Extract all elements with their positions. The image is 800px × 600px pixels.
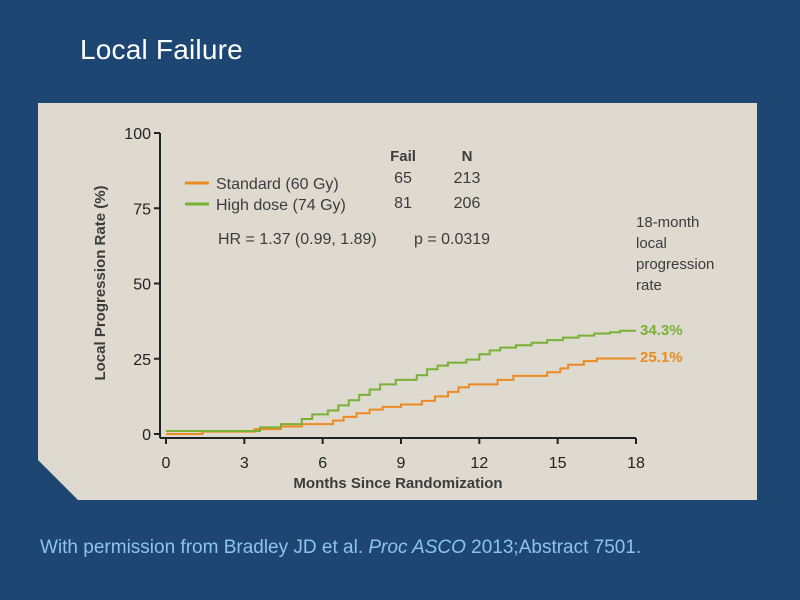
y-tick-label: 50 (133, 277, 151, 294)
x-axis-label: Months Since Randomization (293, 475, 502, 492)
axes: 0 3 6 9 12 15 18 0 25 50 75 100 (124, 126, 645, 472)
end-label-standard: 25.1% (640, 349, 683, 366)
legend-label-standard: Standard (60 Gy) (216, 176, 339, 193)
side-note: 18-month local progression rate (636, 214, 714, 294)
series-layer (166, 329, 636, 435)
side-note-line: rate (636, 277, 662, 294)
citation-journal: Proc ASCO (368, 537, 466, 558)
y-tick-label: 100 (124, 126, 151, 143)
table-fail-standard: 65 (394, 170, 412, 187)
table-header-fail: Fail (390, 148, 416, 165)
table-n-high-dose: 206 (454, 195, 481, 212)
table-fail-high-dose: 81 (394, 195, 412, 212)
slide-title: Local Failure (80, 34, 243, 65)
side-note-line: local (636, 235, 667, 252)
legend-label-high-dose: High dose (74 Gy) (216, 197, 346, 214)
hazard-ratio-text: HR = 1.37 (0.99, 1.89) (218, 231, 377, 248)
y-tick-label: 25 (133, 352, 151, 369)
x-tick-label: 15 (549, 455, 567, 472)
y-axis-label: Local Progression Rate (%) (92, 185, 109, 380)
side-note-line: progression (636, 256, 714, 273)
end-label-high-dose: 34.3% (640, 322, 683, 339)
table-header-n: N (462, 148, 473, 165)
citation-authors: With permission from Bradley JD et al. (40, 537, 369, 558)
y-tick-label: 0 (142, 427, 151, 444)
series-line-high-dose (166, 329, 636, 432)
x-tick-label: 6 (318, 455, 327, 472)
series-line-standard (166, 357, 636, 435)
x-tick-label: 9 (397, 455, 406, 472)
x-tick-label: 12 (470, 455, 488, 472)
citation: With permission from Bradley JD et al. P… (40, 537, 641, 559)
x-tick-label: 0 (162, 455, 171, 472)
events-table: Fail N 65 213 81 206 (390, 148, 480, 212)
y-tick-label: 75 (133, 201, 151, 218)
p-value-text: p = 0.0319 (414, 231, 490, 248)
x-tick-label: 3 (240, 455, 249, 472)
side-note-line: 18-month (636, 214, 699, 231)
x-tick-label: 18 (627, 455, 645, 472)
citation-details: 2013;Abstract 7501. (465, 537, 642, 558)
legend: Standard (60 Gy) High dose (74 Gy) (185, 176, 346, 214)
table-n-standard: 213 (454, 170, 481, 187)
chart-panel (38, 103, 757, 500)
